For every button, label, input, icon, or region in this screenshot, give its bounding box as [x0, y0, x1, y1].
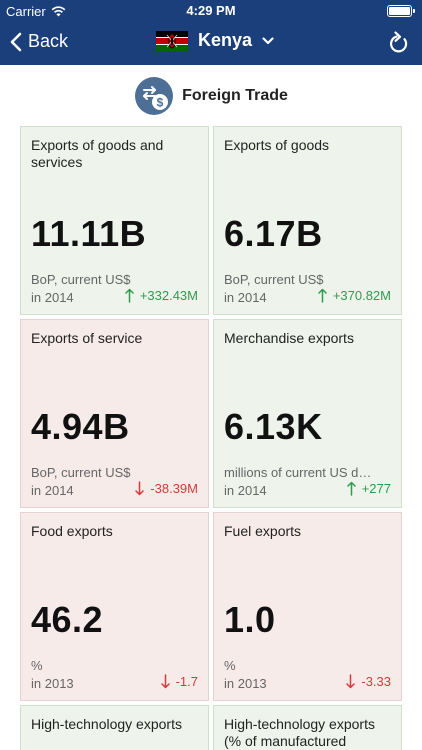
carrier-label: Carrier [6, 4, 46, 19]
card-unit: % [31, 658, 43, 673]
card-year: in 2013 [224, 676, 267, 691]
indicator-card[interactable]: Exports of goods 6.17B BoP, current US$ … [213, 126, 402, 315]
back-label: Back [28, 31, 69, 51]
carrier-indicator: Carrier [6, 4, 66, 19]
card-unit: BoP, current US$ [224, 272, 324, 287]
card-unit: BoP, current US$ [31, 465, 131, 480]
change-value: +277 [361, 481, 391, 496]
svg-text:$: $ [157, 96, 164, 110]
change-value: +370.82M [332, 288, 391, 303]
nav-bar: Back Kenya [0, 22, 422, 65]
card-unit: % [224, 658, 236, 673]
change-value: -1.7 [175, 674, 198, 689]
arrow-down-icon [135, 481, 145, 496]
card-year: in 2014 [224, 290, 267, 305]
card-title: High-technology exports (% of manufactur… [224, 716, 375, 749]
wifi-icon [51, 6, 66, 17]
status-bar: Carrier 4:29 PM [0, 0, 422, 22]
card-value: 4.94B [31, 406, 130, 447]
card-year: in 2014 [31, 290, 74, 305]
indicator-card[interactable]: Merchandise exports 6.13K millions of cu… [213, 319, 402, 508]
card-unit: millions of current US d… [224, 465, 372, 480]
card-unit: BoP, current US$ [31, 272, 131, 287]
chevron-left-icon [10, 32, 22, 51]
top-bar: Carrier 4:29 PM Back [0, 0, 422, 65]
arrow-down-icon [160, 674, 170, 689]
arrow-down-icon [346, 674, 356, 689]
card-change: -1.7 [160, 674, 198, 689]
section-title: Foreign Trade [182, 87, 288, 104]
indicator-card[interactable]: Exports of service 4.94B BoP, current US… [20, 319, 209, 508]
change-value: -3.33 [361, 674, 391, 689]
card-value: 1.0 [224, 599, 276, 640]
card-change: +370.82M [318, 288, 391, 303]
kenya-flag-icon [156, 30, 188, 51]
indicator-card[interactable]: Fuel exports 1.0 % in 2013 -3.33 [213, 512, 402, 701]
card-title: Exports of service [31, 330, 143, 346]
card-change: -3.33 [346, 674, 391, 689]
card-title: Exports of goods and services [31, 137, 164, 170]
chevron-down-icon [262, 36, 274, 44]
card-value: 11.11B [31, 213, 147, 254]
arrow-up-icon [346, 481, 356, 496]
indicator-card[interactable]: High-technology exports [20, 705, 209, 750]
card-title: Merchandise exports [224, 330, 354, 346]
battery-icon [387, 5, 415, 17]
indicator-card[interactable]: Exports of goods and services 11.11B BoP… [20, 126, 209, 315]
card-title: Food exports [31, 523, 113, 539]
card-value: 46.2 [31, 599, 104, 640]
change-value: -38.39M [150, 481, 198, 496]
card-value: 6.17B [224, 213, 323, 254]
change-value: +332.43M [139, 288, 198, 303]
status-time: 4:29 PM [186, 3, 236, 18]
country-name: Kenya [198, 30, 253, 50]
card-value: 6.13K [224, 406, 323, 447]
indicator-card[interactable]: High-technology exports (% of manufactur… [213, 705, 402, 750]
card-title: Fuel exports [224, 523, 302, 539]
foreign-trade-icon: $ [135, 77, 174, 115]
card-year: in 2013 [31, 676, 74, 691]
arrow-up-icon [318, 288, 327, 303]
back-button[interactable]: Back [10, 31, 68, 52]
card-change: +332.43M [125, 288, 198, 303]
card-year: in 2014 [31, 483, 74, 498]
card-year: in 2014 [224, 483, 267, 498]
card-change: +277 [346, 481, 391, 496]
refresh-icon[interactable] [388, 31, 410, 55]
card-title: Exports of goods [224, 137, 330, 153]
country-selector[interactable]: Kenya [156, 30, 274, 51]
card-change: -38.39M [135, 481, 198, 496]
card-title: High-technology exports [31, 716, 182, 732]
indicator-card[interactable]: Food exports 46.2 % in 2013 -1.7 [20, 512, 209, 701]
arrow-up-icon [125, 288, 134, 303]
section-header: $ Foreign Trade [0, 72, 422, 120]
indicator-grid: Exports of goods and services 11.11B BoP… [20, 126, 402, 750]
